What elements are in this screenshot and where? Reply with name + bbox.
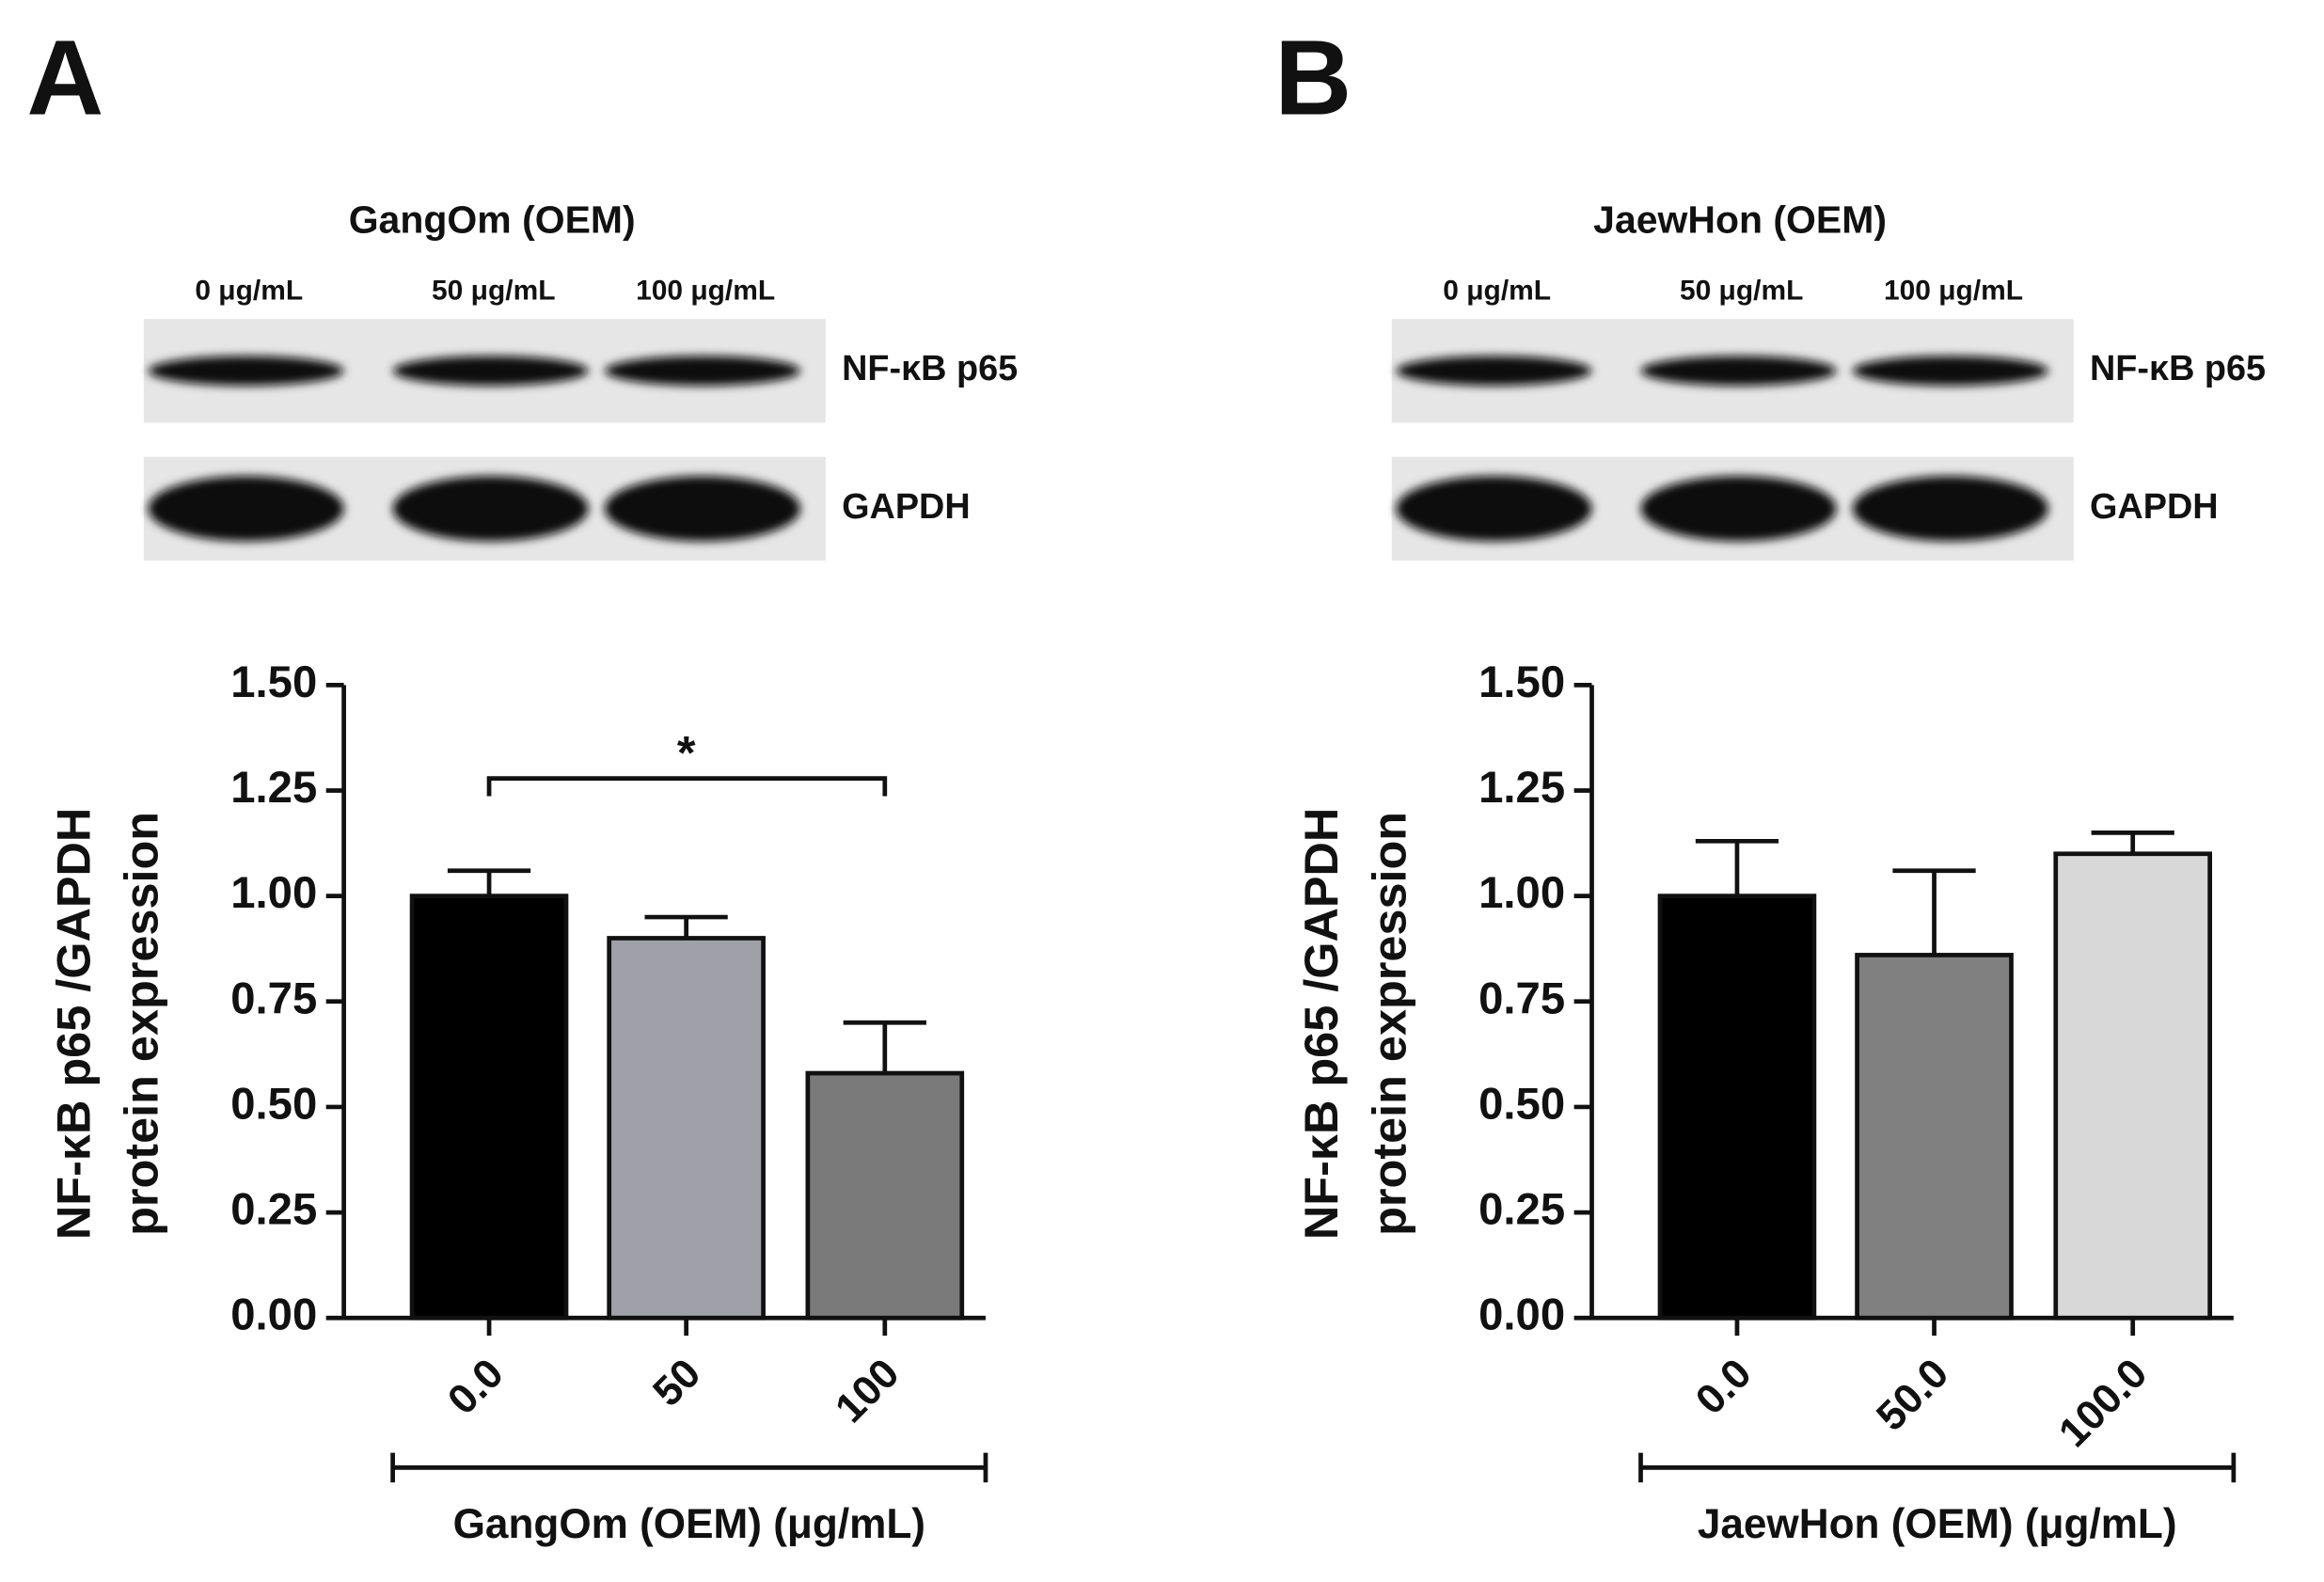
- y-tick-label: 0.00: [1478, 1290, 1565, 1340]
- band: [1640, 476, 1837, 542]
- band: [1396, 356, 1592, 386]
- lane-label: 50 μg/mL: [432, 276, 555, 307]
- y-tick-label: 0.00: [230, 1290, 317, 1340]
- bar: [805, 1070, 965, 1321]
- band-label: GAPDH: [842, 487, 971, 527]
- band-label: NF-κB p65: [842, 349, 1018, 388]
- bar: [2053, 851, 2213, 1321]
- y-tick-label: 0.25: [230, 1185, 317, 1235]
- lane-label: 0 μg/mL: [195, 276, 303, 307]
- group-bracket: [1638, 1452, 2237, 1483]
- bar: [607, 936, 766, 1321]
- band: [1852, 476, 2048, 542]
- lane-label: 0 μg/mL: [1443, 276, 1551, 307]
- band: [1396, 476, 1592, 542]
- y-axis-label: NF-κB p65 /GAPDH protein expression: [1294, 808, 1415, 1240]
- x-tick-label: 0.0: [439, 1350, 513, 1423]
- x-axis-label: JaewHon (OEM) (μg/mL): [1698, 1501, 2177, 1547]
- y-tick-label: 1.00: [1478, 868, 1565, 918]
- bar: [1855, 953, 2014, 1321]
- panel-label: B: [1274, 19, 1352, 138]
- x-axis-label: GangOm (OEM) (μg/mL): [453, 1501, 925, 1547]
- y-tick-label: 1.50: [1478, 657, 1565, 707]
- y-tick-label: 0.25: [1478, 1185, 1565, 1235]
- y-tick-label: 1.00: [230, 868, 317, 918]
- band: [604, 476, 800, 542]
- y-label-line: NF-κB p65 /GAPDH: [1294, 808, 1348, 1240]
- bar: [409, 894, 569, 1321]
- significance-bracket: [486, 776, 888, 797]
- band-label: GAPDH: [2090, 487, 2219, 527]
- y-label-line: NF-κB p65 /GAPDH: [46, 808, 100, 1240]
- y-axis-label: NF-κB p65 /GAPDH protein expression: [46, 808, 167, 1240]
- y-tick-label: 0.75: [230, 973, 317, 1023]
- panel-label: A: [26, 19, 103, 138]
- x-tick-label: 0.0: [1687, 1350, 1761, 1423]
- x-tick-label: 100.0: [2050, 1350, 2157, 1456]
- blot-title: GangOm (OEM): [349, 198, 636, 241]
- lane-label: 50 μg/mL: [1680, 276, 1803, 307]
- band: [604, 356, 800, 386]
- y-tick-label: 1.25: [1478, 763, 1565, 813]
- y-label-line: protein expression: [115, 812, 168, 1236]
- blot-title: JaewHon (OEM): [1593, 198, 1887, 241]
- y-tick-label: 0.50: [1478, 1079, 1565, 1129]
- y-tick-label: 1.50: [230, 657, 317, 707]
- band: [392, 356, 589, 386]
- y-tick-label: 0.75: [1478, 973, 1565, 1023]
- significance-mark: *: [677, 725, 696, 779]
- band: [148, 476, 344, 542]
- lane-label: 100 μg/mL: [636, 276, 775, 307]
- group-bracket: [390, 1452, 988, 1483]
- band: [148, 356, 344, 386]
- band: [392, 476, 589, 542]
- bar: [1657, 894, 1817, 1321]
- x-tick-label: 100: [827, 1350, 909, 1432]
- band: [1640, 356, 1837, 386]
- y-tick-label: 0.50: [230, 1079, 317, 1129]
- x-tick-label: 50.0: [1868, 1350, 1957, 1439]
- lane-label: 100 μg/mL: [1884, 276, 2023, 307]
- y-tick-label: 1.25: [230, 763, 317, 813]
- band-label: NF-κB p65: [2090, 349, 2266, 388]
- y-label-line: protein expression: [1363, 812, 1416, 1236]
- band: [1852, 356, 2048, 386]
- x-tick-label: 50: [644, 1350, 709, 1415]
